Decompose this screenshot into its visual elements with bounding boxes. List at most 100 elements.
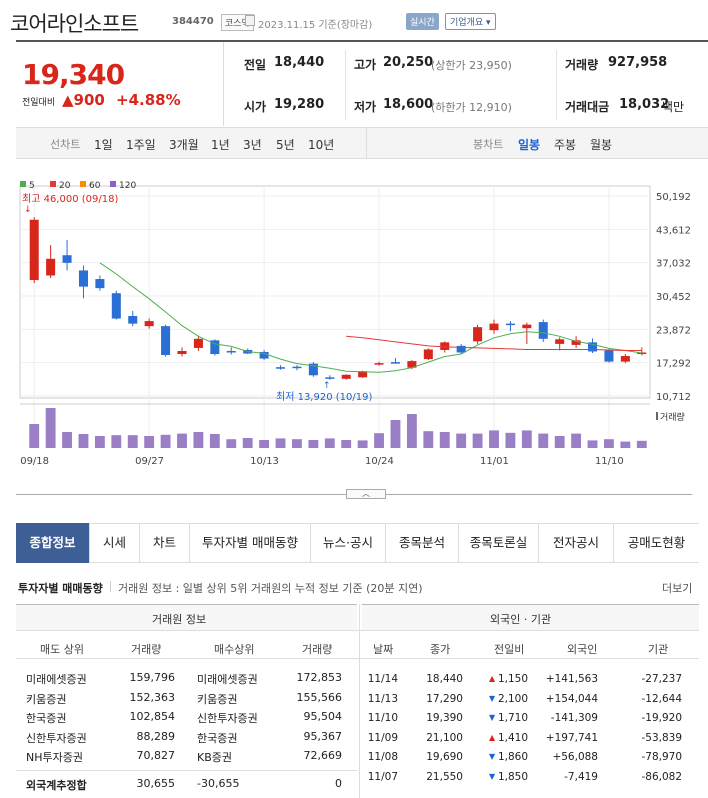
period-5y[interactable]: 5년 — [276, 138, 295, 152]
chart-collapse-button[interactable]: ︿ — [346, 489, 386, 499]
col-sell-top: 매도 상위 — [40, 643, 84, 656]
total-line — [16, 770, 357, 771]
subheader-line — [16, 658, 699, 659]
header-divider — [16, 40, 708, 42]
prev-close-value: 18,440 — [274, 55, 325, 70]
tab-discussion[interactable]: 종목토론실 — [459, 523, 539, 563]
down-arrow-icon: ▼ — [489, 771, 496, 781]
down-arrow-icon: ▼ — [489, 693, 496, 703]
candle-body — [555, 339, 565, 344]
row-foreign: +154,044 — [545, 692, 598, 705]
more-link[interactable]: 더보기 — [662, 582, 693, 595]
row-close: 18,440 — [426, 673, 463, 685]
high-note: 최고 46,000 (09/18) — [22, 193, 118, 205]
trade-value: 18,032 — [619, 97, 670, 112]
broker-cell: 미래에셋증권 — [26, 673, 87, 686]
company-overview-button[interactable]: 기업개요 ▾ — [445, 13, 496, 30]
x-tick-label: 09/27 — [135, 456, 164, 467]
tab-short-selling[interactable]: 공매도현황 — [627, 535, 686, 550]
quote-divider — [556, 50, 557, 120]
period-10y[interactable]: 10년 — [308, 138, 335, 152]
legend-label: 5 — [29, 181, 35, 191]
col-sell-volume: 거래량 — [131, 643, 162, 656]
candle-body — [423, 349, 433, 360]
x-tick-label: 11/10 — [595, 456, 624, 467]
trade-value-unit: 백만 — [662, 100, 685, 114]
y-tick-label: 50,192 — [656, 192, 691, 203]
volume-bar — [374, 433, 384, 448]
open-value: 19,280 — [274, 97, 325, 112]
section-title: 투자자별 매매동향 — [18, 582, 103, 595]
candle-body — [571, 340, 581, 345]
period-1d[interactable]: 1일 — [94, 138, 113, 152]
tab-analysis[interactable]: 종목분석 — [386, 523, 459, 563]
foreign-table-header — [362, 604, 699, 630]
row-institution: -27,237 — [641, 673, 682, 685]
candle-daily[interactable]: 일봉 — [518, 138, 541, 152]
x-tick-label: 10/24 — [365, 456, 394, 467]
candle-body — [473, 327, 483, 342]
date-text: 2023.11.15 기준(장마감) — [258, 20, 373, 31]
tab-quote[interactable]: 시세 — [90, 523, 140, 563]
ma20-line — [346, 335, 642, 351]
tab-chart[interactable]: 차트 — [140, 523, 190, 563]
row-close: 21,550 — [426, 770, 463, 783]
live-button[interactable]: 실시간 — [406, 13, 439, 30]
legend-swatch — [80, 181, 86, 187]
up-arrow-icon: ▲ — [489, 732, 496, 742]
broker-cell: 미래에셋증권 — [197, 673, 258, 686]
row-diff: 1,150 — [497, 673, 528, 685]
candle-body — [29, 219, 39, 281]
row-institution: -53,839 — [641, 731, 682, 744]
candle-weekly[interactable]: 주봉 — [554, 138, 577, 152]
calendar-icon — [245, 15, 255, 26]
col-foreign: 외국인 — [567, 643, 598, 656]
chevron-up-icon: ︿ — [362, 489, 370, 498]
tab-disclosure[interactable]: 전자공시 — [539, 523, 614, 563]
row-diff: 1,860 — [497, 751, 528, 763]
candle-body — [177, 350, 187, 355]
high-value: 20,250 — [383, 55, 434, 70]
candle-body — [128, 316, 138, 324]
y-tick-label: 30,452 — [656, 292, 691, 303]
tab-summary[interactable]: 종합정보 — [16, 523, 90, 563]
candle-body — [604, 350, 614, 362]
broker-cell: 95,367 — [303, 729, 343, 743]
row-foreign: -141,309 — [550, 712, 598, 724]
volume-bar — [308, 440, 319, 448]
down-arrow-icon: ▼ — [489, 752, 496, 761]
period-divider — [366, 127, 367, 159]
x-tick-label: 09/18 — [20, 456, 49, 467]
stock-name[interactable]: 코어라인소프트 — [10, 12, 139, 36]
current-price: 19,340 — [22, 58, 125, 91]
row-foreign: -7,419 — [564, 770, 598, 783]
tab-investor[interactable]: 투자자별 매매동향 — [190, 523, 311, 563]
row-close: 19,690 — [426, 751, 463, 763]
period-1w[interactable]: 1주일 — [126, 138, 156, 152]
volume-bar — [472, 433, 483, 448]
candle-body — [210, 340, 220, 355]
volume-bar — [62, 432, 72, 448]
row-foreign: +141,563 — [545, 673, 598, 685]
candle-body — [259, 351, 269, 359]
candle-body — [407, 361, 417, 368]
volume-bar — [29, 424, 40, 448]
tab-news[interactable]: 뉴스·공시 — [311, 523, 386, 563]
volume-bar — [604, 439, 614, 448]
legend-label: 20 — [59, 181, 71, 191]
prev-close-label: 전일 — [244, 58, 267, 72]
candle-monthly[interactable]: 월봉 — [590, 138, 613, 152]
period-1y[interactable]: 1년 — [211, 138, 230, 152]
period-3y[interactable]: 3년 — [243, 138, 262, 152]
row-diff: 1,710 — [497, 712, 528, 724]
candle-body — [226, 350, 236, 353]
period-3m[interactable]: 3개월 — [169, 138, 199, 152]
volume-bar — [275, 438, 286, 448]
broker-cell: 152,363 — [129, 690, 176, 704]
candle-body — [440, 342, 450, 350]
candle-body — [489, 323, 499, 331]
price-chart[interactable]: 50,192 43,612 37,032 30,452 23,872 17,292 10,7… — [16, 160, 692, 472]
candle-body — [390, 362, 400, 364]
volume-legend-mark — [656, 412, 658, 420]
candle-body — [620, 356, 630, 362]
